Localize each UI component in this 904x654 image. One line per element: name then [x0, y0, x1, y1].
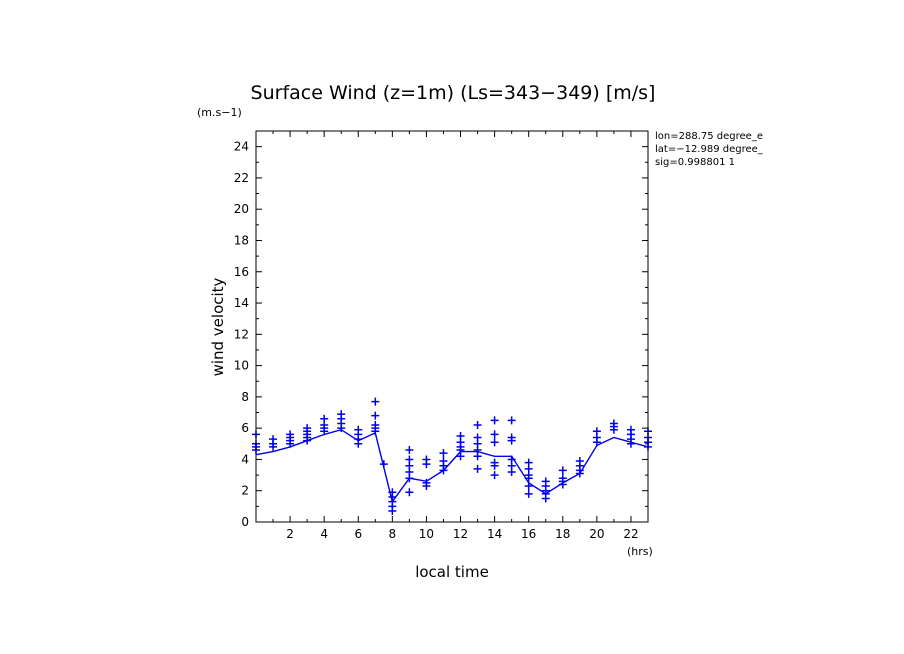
data-point — [456, 452, 465, 461]
x-tick-label: 20 — [589, 527, 604, 541]
data-point — [269, 442, 278, 451]
x-tick-label: 18 — [555, 527, 570, 541]
y-tick-label: 16 — [234, 265, 249, 279]
data-point — [524, 474, 533, 483]
x-tick-label: 6 — [354, 527, 362, 541]
data-point — [473, 421, 482, 430]
x-tick-label: 12 — [453, 527, 468, 541]
data-point — [473, 464, 482, 473]
data-point — [405, 474, 414, 483]
data-point — [405, 446, 414, 455]
data-point — [388, 507, 397, 516]
info-lat: lat=−12.989 degree_ — [655, 144, 764, 155]
data-point — [490, 471, 499, 480]
y-tick-label: 6 — [241, 421, 249, 435]
chart-title: Surface Wind (z=1m) (Ls=343−349) [m/s] — [251, 82, 656, 104]
data-point — [490, 438, 499, 447]
data-point — [286, 439, 295, 448]
y-tick-label: 22 — [234, 171, 249, 185]
data-point — [490, 416, 499, 425]
data-point — [379, 460, 388, 469]
data-point — [405, 488, 414, 497]
plot-frame — [255, 130, 649, 523]
y-tick-label: 4 — [241, 452, 249, 466]
x-tick-label: 16 — [521, 527, 536, 541]
x-tick-label: 14 — [487, 527, 502, 541]
data-point — [524, 489, 533, 498]
y-tick-label: 20 — [234, 202, 249, 216]
data-point — [371, 397, 380, 406]
data-point — [320, 427, 329, 436]
x-unit-label: (hrs) — [627, 545, 653, 558]
y-tick-label: 8 — [241, 390, 249, 404]
y-tick-label: 2 — [241, 484, 249, 498]
data-point — [422, 460, 431, 469]
data-point — [490, 461, 499, 470]
data-point — [490, 430, 499, 439]
x-axis-title: local time — [415, 563, 489, 581]
data-point — [507, 467, 516, 476]
y-tick-label: 12 — [234, 327, 249, 341]
data-point — [354, 439, 363, 448]
x-tick-label: 2 — [286, 527, 294, 541]
y-tick-label: 14 — [234, 296, 249, 310]
data-point — [439, 449, 448, 458]
data-point — [337, 424, 346, 433]
y-axis-title: wind velocity — [209, 277, 227, 376]
data-point — [507, 436, 516, 445]
data-point — [507, 416, 516, 425]
data-point — [558, 466, 567, 475]
data-point — [422, 482, 431, 491]
x-tick-label: 22 — [623, 527, 638, 541]
y-tick-label: 0 — [241, 515, 249, 529]
info-lon: lon=288.75 degree_e — [655, 131, 763, 142]
series-line — [255, 428, 649, 504]
y-tick-label: 10 — [234, 359, 249, 373]
data-point — [626, 439, 635, 448]
data-point — [524, 482, 533, 491]
series-points — [252, 397, 652, 516]
data-point — [575, 469, 584, 478]
info-sig: sig=0.998801 1 — [655, 157, 735, 168]
data-point — [303, 436, 312, 445]
y-unit-label: (m.s−1) — [197, 106, 242, 119]
data-point — [592, 438, 601, 447]
data-point — [473, 452, 482, 461]
data-point — [371, 411, 380, 420]
data-point — [371, 427, 380, 436]
y-tick-label: 24 — [234, 140, 249, 154]
data-point — [439, 466, 448, 475]
data-point — [541, 494, 550, 503]
data-point — [558, 480, 567, 489]
x-tick-label: 4 — [320, 527, 328, 541]
y-tick-label: 18 — [234, 233, 249, 247]
data-point — [609, 425, 618, 434]
wind-line — [255, 428, 649, 504]
x-tick-label: 8 — [389, 527, 397, 541]
x-tick-label: 10 — [419, 527, 434, 541]
